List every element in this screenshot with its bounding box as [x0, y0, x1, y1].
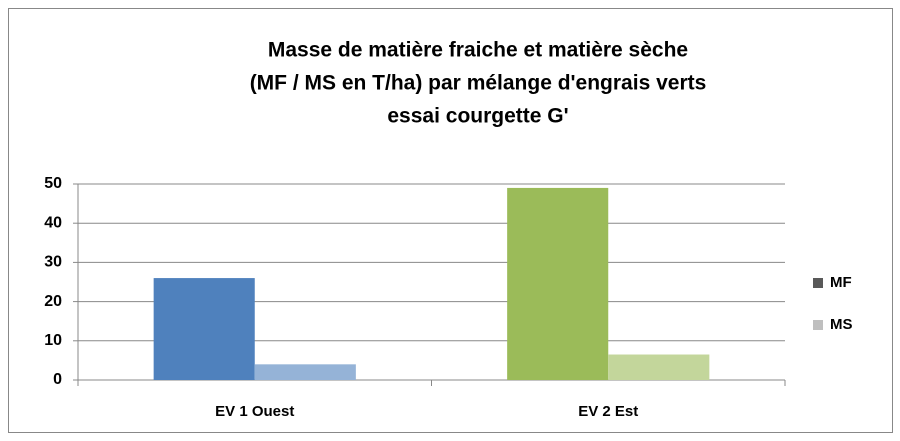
- chart-title: Masse de matière fraiche et matière sèch…: [268, 39, 688, 62]
- bar: [153, 278, 255, 380]
- y-tick-label: 40: [44, 214, 62, 231]
- y-tick-label: 30: [44, 254, 62, 271]
- chart-title: essai courgette G': [387, 105, 568, 128]
- y-tick-label: 20: [44, 293, 62, 310]
- y-tick-label: 50: [44, 175, 62, 192]
- bar: [608, 354, 710, 380]
- x-tick-label: EV 1 Ouest: [215, 403, 294, 420]
- legend-label: MF: [830, 274, 852, 291]
- y-tick-label: 10: [44, 332, 62, 349]
- legend-label: MS: [830, 316, 853, 333]
- legend-swatch: [813, 320, 823, 330]
- chart-title: (MF / MS en T/ha) par mélange d'engrais …: [250, 72, 707, 95]
- bar: [254, 364, 356, 380]
- x-tick-label: EV 2 Est: [578, 403, 638, 420]
- y-tick-label: 0: [53, 371, 62, 388]
- bar: [507, 187, 609, 380]
- legend-swatch: [813, 278, 823, 288]
